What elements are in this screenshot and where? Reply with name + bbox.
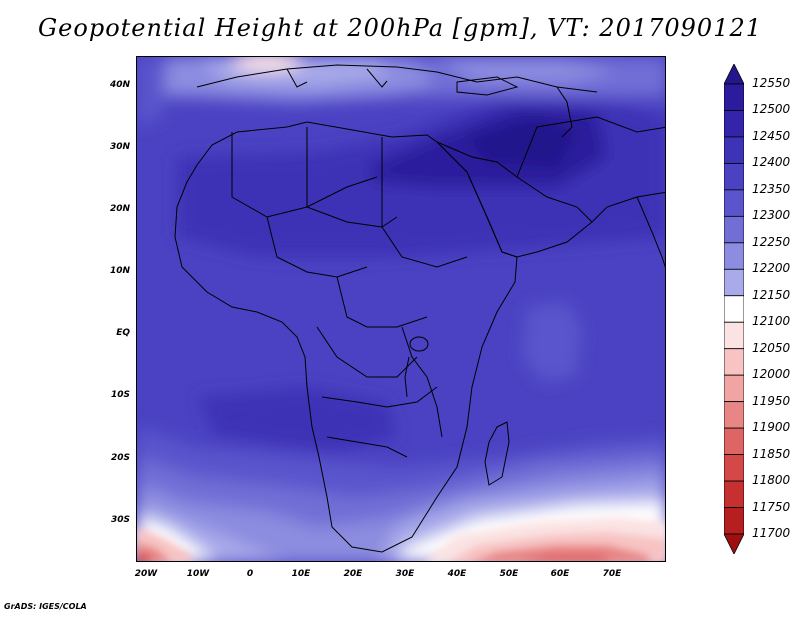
lon-label: 60E xyxy=(550,569,570,579)
colorbar-label: 11950 xyxy=(752,393,791,408)
colorbar-label: 12200 xyxy=(752,261,791,276)
lon-label: 40E xyxy=(447,569,467,579)
lat-label: 10S xyxy=(110,390,130,400)
lat-label: 40N xyxy=(109,80,130,90)
colorbar-label: 12050 xyxy=(752,340,791,355)
lat-label: 30N xyxy=(109,142,130,152)
colorbar-segment xyxy=(724,163,744,191)
colorbar-top-arrow xyxy=(724,64,744,85)
colorbar-label: 11900 xyxy=(752,420,791,435)
colorbar-segment xyxy=(724,454,744,482)
colorbar xyxy=(724,64,744,554)
colorbar-segment xyxy=(724,83,744,111)
colorbar-label: 12550 xyxy=(752,76,791,90)
colorbar-bottom-arrow xyxy=(724,533,744,554)
colorbar-label: 11800 xyxy=(752,473,791,488)
colorbar-segment xyxy=(724,321,744,350)
lon-label: 30E xyxy=(395,569,415,579)
colorbar-label: 12350 xyxy=(752,181,791,196)
lon-label: 10E xyxy=(291,569,311,579)
lon-label: 70E xyxy=(602,569,622,579)
lon-label: 0 xyxy=(246,569,254,579)
lat-label: 10N xyxy=(109,266,130,276)
colorbar-label: 12000 xyxy=(752,367,791,382)
colorbar-segment xyxy=(724,110,744,138)
colorbar-label: 12300 xyxy=(752,208,791,223)
lon-label: 20E xyxy=(343,569,363,579)
map-panel xyxy=(136,56,666,562)
colorbar-label: 12250 xyxy=(752,234,791,249)
colorbar-label: 11850 xyxy=(752,446,791,461)
colorbar-segment xyxy=(724,374,744,403)
colorbar-segment xyxy=(724,268,744,297)
colorbar-label: 12400 xyxy=(752,155,791,170)
lon-label: 10W xyxy=(186,569,210,579)
colorbar-segment xyxy=(724,480,744,508)
contour-map xyxy=(137,57,665,561)
colorbar-segment xyxy=(724,215,744,244)
colorbar-label: 12100 xyxy=(752,314,791,329)
colorbar-label: 12450 xyxy=(752,128,791,143)
colorbar-segment xyxy=(724,401,744,429)
colorbar-label: 12150 xyxy=(752,287,791,302)
colorbar-label: 12500 xyxy=(752,102,791,117)
lat-label: 20S xyxy=(110,453,130,463)
colorbar-segment xyxy=(724,242,744,270)
colorbar-label: 11750 xyxy=(752,499,791,514)
map-title: Geopotential Height at 200hPa [gpm], VT:… xyxy=(38,14,762,42)
colorbar-segment xyxy=(724,348,744,376)
lat-label: EQ xyxy=(116,328,130,338)
colorbar-segment xyxy=(724,136,744,164)
lon-label: 50E xyxy=(499,569,519,579)
colorbar-label: 11700 xyxy=(752,526,791,540)
lat-label: 20N xyxy=(109,204,130,214)
lon-label: 20W xyxy=(134,569,158,579)
footer-credit: GrADS: IGES/COLA xyxy=(4,602,87,611)
colorbar-segment xyxy=(724,427,744,455)
colorbar-segment xyxy=(724,507,744,535)
lat-label: 30S xyxy=(110,515,130,525)
colorbar-segment xyxy=(724,295,744,323)
colorbar-segment xyxy=(724,189,744,217)
coastlines xyxy=(174,64,665,553)
low-height-shading xyxy=(137,517,665,561)
